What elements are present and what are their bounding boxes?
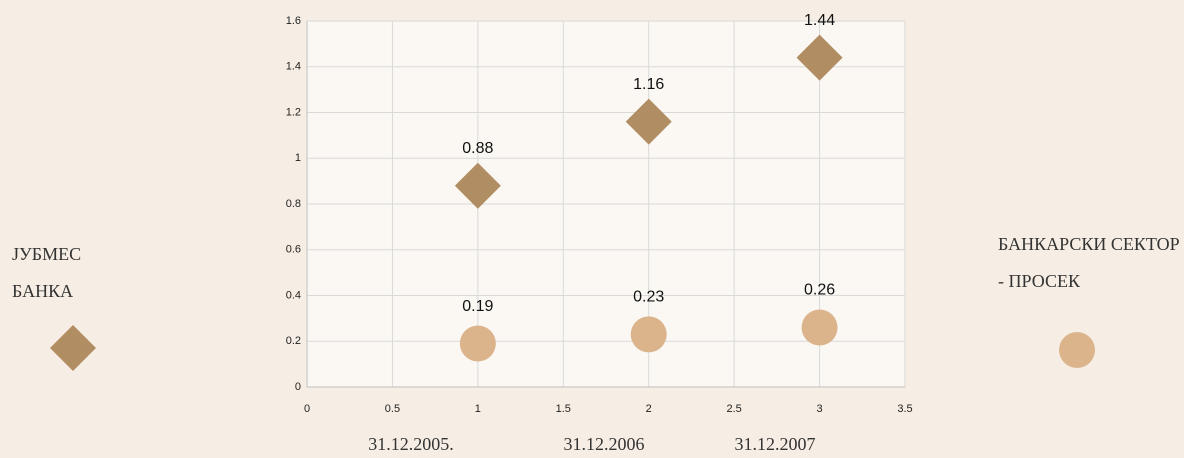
y-tick-label: 0.2: [286, 335, 301, 347]
x-tick-label: 0.5: [385, 403, 400, 415]
data-label: 0.88: [462, 140, 493, 157]
x-tick-label: 3.5: [897, 403, 912, 415]
y-tick-label: 1.2: [286, 106, 301, 118]
legend-marker: [50, 325, 96, 371]
x-tick-label: 0: [304, 403, 310, 415]
annotation: 31.12.2005.: [368, 434, 454, 454]
y-tick-label: 1: [295, 152, 301, 164]
y-tick-label: 1.4: [286, 61, 301, 73]
data-label: 0.26: [804, 282, 835, 299]
point: [796, 34, 843, 81]
y-tick-label: 0.6: [286, 244, 301, 256]
x-tick-label: 1: [475, 403, 481, 415]
annotation: 31.12.2007: [735, 434, 816, 454]
data-label: 0.19: [462, 298, 493, 315]
y-tick-label: 0.8: [286, 198, 301, 210]
legend-marker: [1059, 332, 1095, 368]
annotation: 31.12.2006: [564, 434, 645, 454]
x-tick-label: 1.5: [556, 403, 571, 415]
y-tick-label: 1.6: [286, 15, 301, 27]
legend-label: БАНКАРСКИ СЕКТОР - ПРОСЕК: [998, 234, 1180, 291]
point: [459, 325, 496, 362]
y-tick-label: 0: [295, 381, 301, 393]
point: [625, 98, 672, 145]
x-tick-label: 3: [817, 403, 823, 415]
x-tick-label: 2: [646, 403, 652, 415]
point: [630, 316, 667, 353]
legend-label: ЈУБМЕС БАНКА: [12, 244, 82, 301]
x-tick-label: 2.5: [726, 403, 741, 415]
y-tick-label: 0.4: [286, 289, 301, 301]
data-label: 0.23: [633, 289, 664, 306]
point: [801, 309, 838, 346]
point: [454, 162, 501, 209]
data-label: 1.44: [804, 12, 835, 29]
data-label: 1.16: [633, 76, 664, 93]
